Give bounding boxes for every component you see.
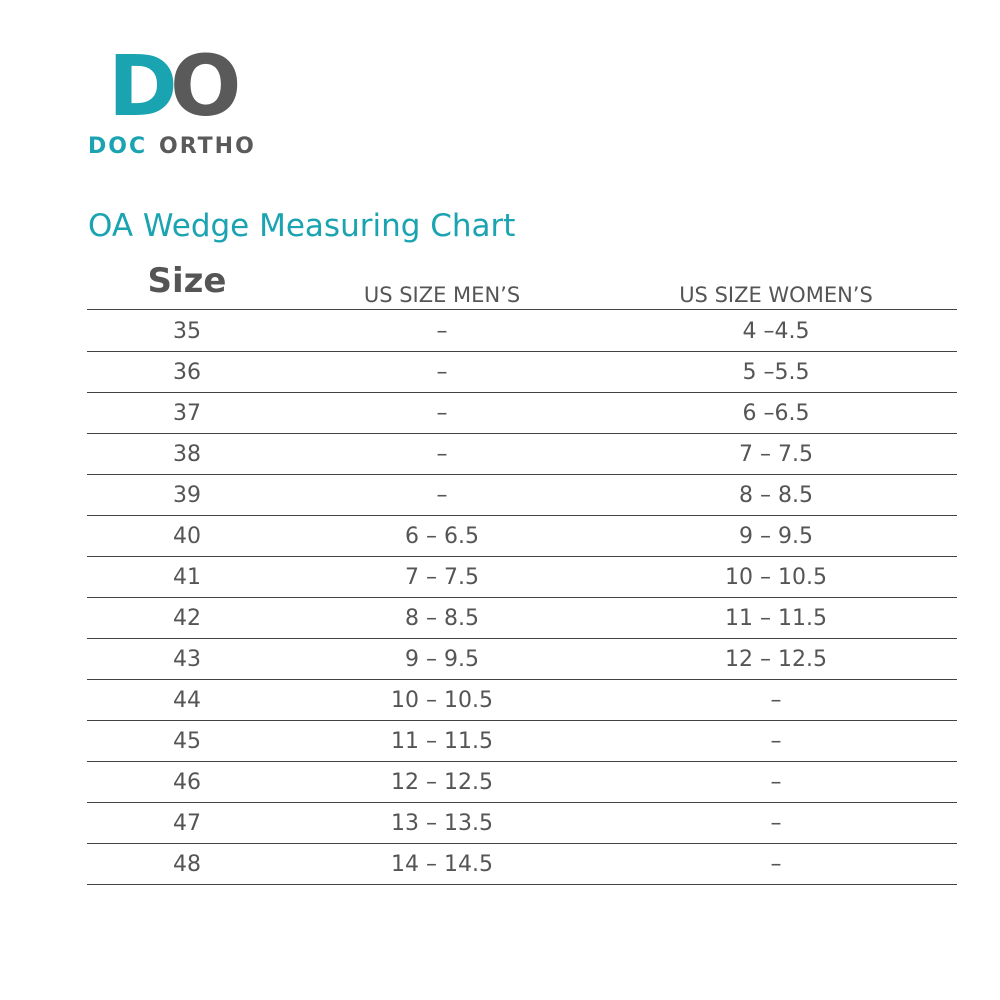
rule: [87, 309, 957, 310]
cell: 35: [173, 319, 201, 344]
cell: –: [436, 360, 448, 385]
cell: 38: [173, 442, 201, 467]
cell: 12 – 12.5: [725, 647, 827, 672]
rule: [87, 802, 957, 803]
logo-mark: D: [108, 37, 178, 135]
cell: –: [770, 852, 782, 877]
rule: [87, 392, 957, 393]
rule: [87, 638, 957, 639]
cell: 12 – 12.5: [391, 770, 493, 795]
column-header: US SIZE MEN’S: [363, 283, 521, 307]
rule: [87, 433, 957, 434]
rule: [87, 761, 957, 762]
rule: [87, 884, 957, 885]
cell: 43: [173, 647, 201, 672]
cell: –: [436, 483, 448, 508]
cell: 5 –5.5: [742, 360, 810, 385]
cell: 9 – 9.5: [405, 647, 479, 672]
rule: [87, 474, 957, 475]
cell: –: [770, 729, 782, 754]
cell: 36: [173, 360, 201, 385]
cell: 44: [173, 688, 201, 713]
cell: 10 – 10.5: [725, 565, 827, 590]
cell: 6 – 6.5: [405, 524, 479, 549]
cell: –: [436, 401, 448, 426]
cell: 37: [173, 401, 201, 426]
cell: 11 – 11.5: [725, 606, 827, 631]
cell: 6 –6.5: [742, 401, 810, 426]
cell: –: [436, 442, 448, 467]
rule: [87, 351, 957, 352]
cell: –: [770, 811, 782, 836]
cell: 8 – 8.5: [739, 483, 813, 508]
title: OA Wedge Measuring Chart: [88, 208, 516, 244]
logo-word: ORTHO: [159, 134, 256, 159]
cell: 7 – 7.5: [405, 565, 479, 590]
cell: 47: [173, 811, 201, 836]
cell: 39: [173, 483, 201, 508]
rule: [87, 843, 957, 844]
cell: 9 – 9.5: [739, 524, 813, 549]
column-header: US SIZE WOMEN’S: [679, 283, 873, 307]
cell: –: [770, 770, 782, 795]
cell: 45: [173, 729, 201, 754]
cell: 48: [173, 852, 201, 877]
rule: [87, 597, 957, 598]
cell: 11 – 11.5: [391, 729, 493, 754]
rule: [87, 556, 957, 557]
cell: 8 – 8.5: [405, 606, 479, 631]
column-header: Size: [147, 261, 227, 301]
cell: –: [770, 688, 782, 713]
cell: –: [436, 319, 448, 344]
cell: 7 – 7.5: [739, 442, 813, 467]
rule: [87, 515, 957, 516]
rule: [87, 679, 957, 680]
cell: 42: [173, 606, 201, 631]
logo-mark: O: [170, 37, 241, 135]
cell: 13 – 13.5: [391, 811, 493, 836]
cell: 40: [173, 524, 201, 549]
cell: 46: [173, 770, 201, 795]
rule: [87, 720, 957, 721]
cell: 41: [173, 565, 201, 590]
cell: 10 – 10.5: [391, 688, 493, 713]
cell: 4 –4.5: [742, 319, 810, 344]
logo-word: DOC: [88, 134, 148, 159]
cell: 14 – 14.5: [391, 852, 493, 877]
